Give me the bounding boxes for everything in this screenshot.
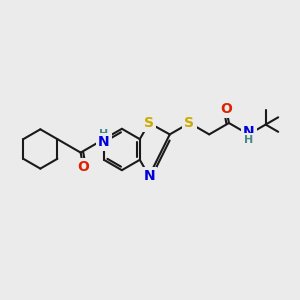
Text: H: H [244, 135, 253, 145]
Text: O: O [77, 160, 89, 174]
Text: S: S [144, 116, 154, 130]
Text: H: H [99, 130, 109, 140]
Text: O: O [220, 102, 232, 116]
Text: N: N [243, 125, 254, 139]
Text: N: N [143, 169, 155, 183]
Text: N: N [98, 135, 110, 149]
Text: S: S [184, 116, 194, 130]
